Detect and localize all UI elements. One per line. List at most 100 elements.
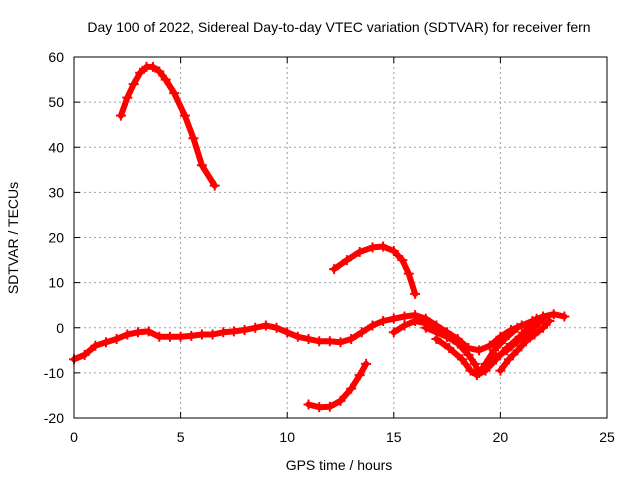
data-point (147, 61, 158, 72)
y-tick-label: -10 (44, 365, 64, 381)
data-point (388, 246, 399, 257)
data-point (169, 88, 180, 99)
data-point (388, 313, 399, 324)
data-point (367, 320, 378, 331)
data-point (239, 325, 250, 336)
data-point (132, 327, 143, 338)
data-point (335, 337, 346, 348)
data-point (354, 246, 365, 257)
data-point (378, 241, 389, 252)
data-point (196, 329, 207, 340)
y-tick-label: 30 (48, 184, 64, 200)
series-branch-1 (388, 315, 463, 347)
data-point (324, 401, 335, 412)
data-point (292, 331, 303, 342)
data-point (403, 268, 414, 279)
data-point (346, 334, 357, 345)
y-tick-label: 0 (56, 320, 64, 336)
data-point (188, 133, 199, 144)
data-point (378, 315, 389, 326)
series-arc-c (303, 358, 372, 413)
data-point (260, 320, 271, 331)
x-tick-label: 20 (493, 429, 509, 445)
data-point (548, 309, 559, 320)
series-ramp-4 (495, 315, 555, 376)
y-axis-label: SDTVAR / TECUs (5, 182, 21, 294)
series-arc-b (329, 241, 421, 299)
data-point (282, 327, 293, 338)
data-point (164, 331, 175, 342)
data-point (399, 320, 410, 331)
data-series (69, 61, 570, 413)
series-line (331, 243, 419, 297)
data-point (397, 255, 408, 266)
data-point (207, 329, 218, 340)
data-point (329, 264, 340, 275)
series-ramp-3 (480, 313, 549, 369)
data-point (471, 370, 482, 381)
data-point (175, 331, 186, 342)
gridlines (74, 57, 607, 418)
data-point (463, 349, 474, 360)
series-arc-a (115, 61, 220, 191)
data-point (209, 180, 220, 191)
data-point (410, 288, 421, 299)
data-point (480, 358, 491, 369)
y-tick-label: 20 (48, 230, 64, 246)
data-point (90, 340, 101, 351)
axes: 0 5 10 15 20 25 -20 -10 0 10 20 30 40 50 60 (44, 49, 615, 445)
data-point (228, 326, 239, 337)
data-point (271, 322, 282, 333)
data-point (196, 160, 207, 171)
data-point (341, 255, 352, 266)
data-point (303, 399, 314, 410)
y-tick-label: -20 (44, 410, 64, 426)
x-tick-label: 15 (386, 429, 402, 445)
data-point (538, 322, 549, 333)
data-point (179, 110, 190, 121)
data-point (100, 337, 111, 348)
data-point (115, 110, 126, 121)
data-point (474, 345, 485, 356)
data-point (503, 354, 514, 365)
data-point (356, 327, 367, 338)
data-point (335, 395, 346, 406)
data-point (512, 336, 523, 347)
data-point (314, 336, 325, 347)
data-point (520, 336, 531, 347)
data-point (79, 349, 90, 360)
plot-frame (73, 56, 608, 419)
data-point (324, 336, 335, 347)
x-tick-label: 0 (70, 429, 78, 445)
data-point (431, 334, 442, 345)
data-point (495, 365, 506, 376)
data-point (122, 329, 133, 340)
data-point (489, 345, 500, 356)
data-point (135, 67, 146, 78)
data-point (491, 352, 502, 363)
data-point (160, 74, 171, 85)
data-point (501, 345, 512, 356)
data-point (250, 322, 261, 333)
data-point (420, 318, 431, 329)
data-point (186, 330, 197, 341)
x-axis-label: GPS time / hours (286, 457, 393, 473)
x-tick-label: 10 (279, 429, 295, 445)
data-point (431, 325, 442, 336)
data-point (354, 370, 365, 381)
data-point (346, 383, 357, 394)
data-point (361, 358, 372, 369)
y-tick-label: 50 (48, 94, 64, 110)
data-point (314, 402, 325, 413)
data-point (544, 315, 555, 326)
data-point (523, 327, 534, 338)
data-point (218, 327, 229, 338)
data-point (128, 79, 139, 90)
data-point (154, 66, 165, 77)
y-tick-label: 10 (48, 275, 64, 291)
data-point (303, 334, 314, 345)
data-point (410, 315, 421, 326)
data-point (442, 331, 453, 342)
data-point (122, 92, 133, 103)
